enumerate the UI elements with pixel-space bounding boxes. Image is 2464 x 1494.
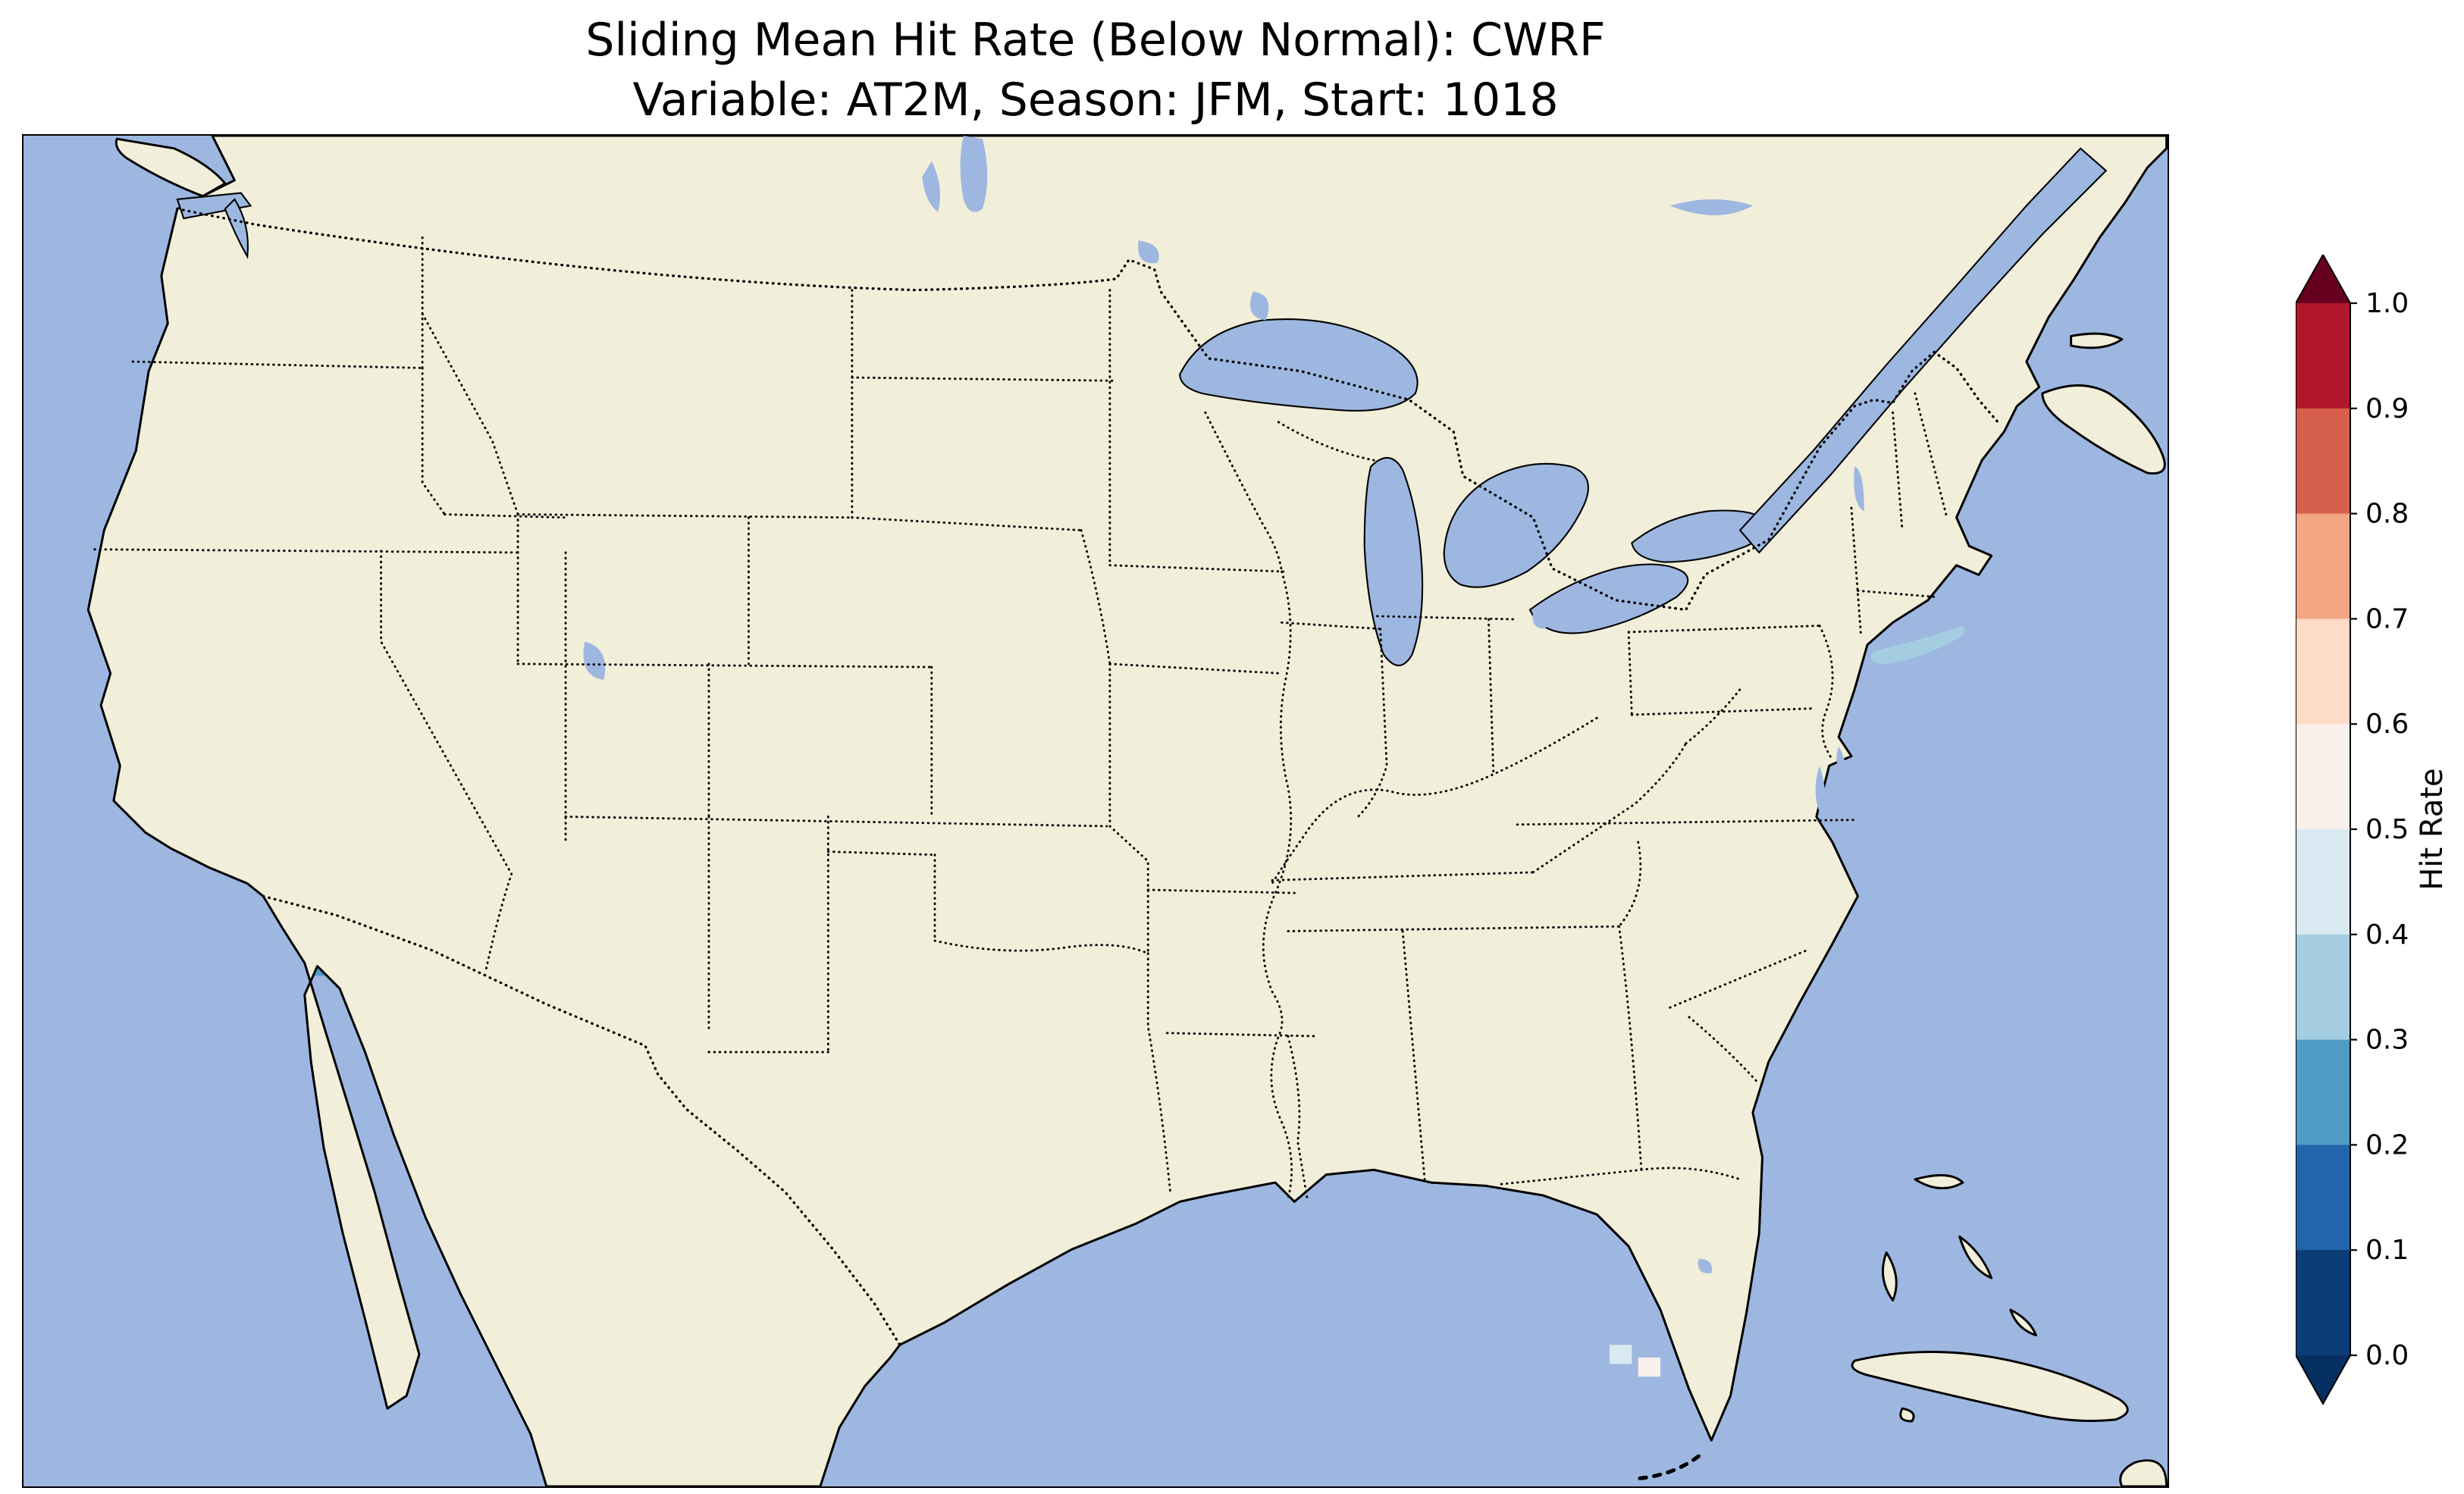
- lake-st-clair: [1532, 612, 1547, 629]
- colorbar-segment: [2296, 1039, 2350, 1145]
- pale-cell: [1609, 1345, 1632, 1364]
- st-lawrence-river: [1738, 147, 2108, 554]
- florida-keys: [1636, 1454, 1701, 1481]
- lake-michigan: [1363, 456, 1424, 666]
- pale-cell: [1638, 1357, 1661, 1377]
- us-hit-rate-map: [24, 136, 2168, 1486]
- us-mexico-border: [262, 894, 901, 1346]
- ottawa-river-lakes: [1669, 199, 1753, 215]
- vancouver-island: [114, 137, 227, 198]
- colorbar-under-arrow: [2296, 1355, 2350, 1404]
- colorbar-segment: [2296, 513, 2350, 619]
- colorbar-label: Hit Rate: [2415, 768, 2450, 891]
- colorbar-tick-label: 0.8: [2365, 499, 2409, 530]
- colorbar-tick-label: 0.6: [2365, 709, 2409, 740]
- lake-superior: [1179, 318, 1419, 412]
- lake-huron: [1443, 462, 1590, 588]
- lake-okeechobee: [1698, 1258, 1712, 1273]
- colorbar-segment: [2296, 408, 2350, 515]
- colorbar-segment: [2296, 619, 2350, 725]
- colorbar-tick-label: 0.1: [2365, 1235, 2409, 1266]
- colorbar-tick-label: 0.5: [2365, 814, 2409, 845]
- colorbar: 1.0 0.9 0.8 0.7 0.6 0.5 0.4 0.3 0.2 0.1 0.0: [2296, 255, 2409, 1406]
- colorbar-segment: [2296, 724, 2350, 830]
- colorbar-over-arrow: [2296, 255, 2350, 303]
- colorbar-tick-label: 0.4: [2365, 919, 2409, 951]
- bahamas-island-2: [1958, 1235, 1993, 1279]
- title-line-1: Sliding Mean Hit Rate (Below Normal): CW…: [585, 14, 1606, 67]
- bahamas-island-3: [2009, 1308, 2037, 1337]
- andros-island: [1882, 1251, 1898, 1301]
- chesapeake-bay: [1815, 766, 1826, 820]
- colorbar-tick-label: 0.0: [2365, 1340, 2409, 1371]
- prince-edward-island: [2070, 332, 2124, 349]
- colorbar-tick-label: 0.2: [2365, 1129, 2409, 1160]
- lake-champlain: [1854, 466, 1864, 512]
- colorbar-segment: [2296, 829, 2350, 935]
- colorbar-segment: [2296, 1145, 2350, 1251]
- map-frame: [22, 134, 2169, 1488]
- lake-winnipeg: [960, 136, 988, 212]
- colorbar-segment: [2296, 303, 2350, 409]
- bahamas-island-1: [1914, 1174, 1964, 1190]
- lake-of-the-woods: [1138, 240, 1159, 264]
- cuba: [1851, 1351, 2129, 1423]
- delaware-bay: [1836, 746, 1846, 778]
- colorbar-tick-label: 0.7: [2365, 603, 2409, 634]
- isle-of-youth: [1899, 1407, 1915, 1423]
- great-salt-lake: [583, 641, 606, 680]
- colorbar-tick-label: 0.3: [2365, 1025, 2409, 1056]
- figure-title: Sliding Mean Hit Rate (Below Normal): CW…: [22, 11, 2169, 130]
- lake-nipigon: [1250, 291, 1269, 321]
- colorbar-tick-label: 0.9: [2365, 393, 2409, 424]
- lake-manitoba: [922, 161, 941, 212]
- colorbar-segment: [2296, 934, 2350, 1041]
- national-borders: [176, 207, 1999, 1346]
- lake-erie: [1528, 563, 1689, 634]
- nova-scotia: [2041, 384, 2166, 475]
- title-line-2: Variable: AT2M, Season: JFM, Start: 1018: [632, 74, 1559, 127]
- long-island: [1870, 626, 1965, 664]
- colorbar-tick-label: 1.0: [2365, 288, 2409, 319]
- state-borders: [93, 236, 1948, 1200]
- colorbar-segment: [2296, 1250, 2350, 1356]
